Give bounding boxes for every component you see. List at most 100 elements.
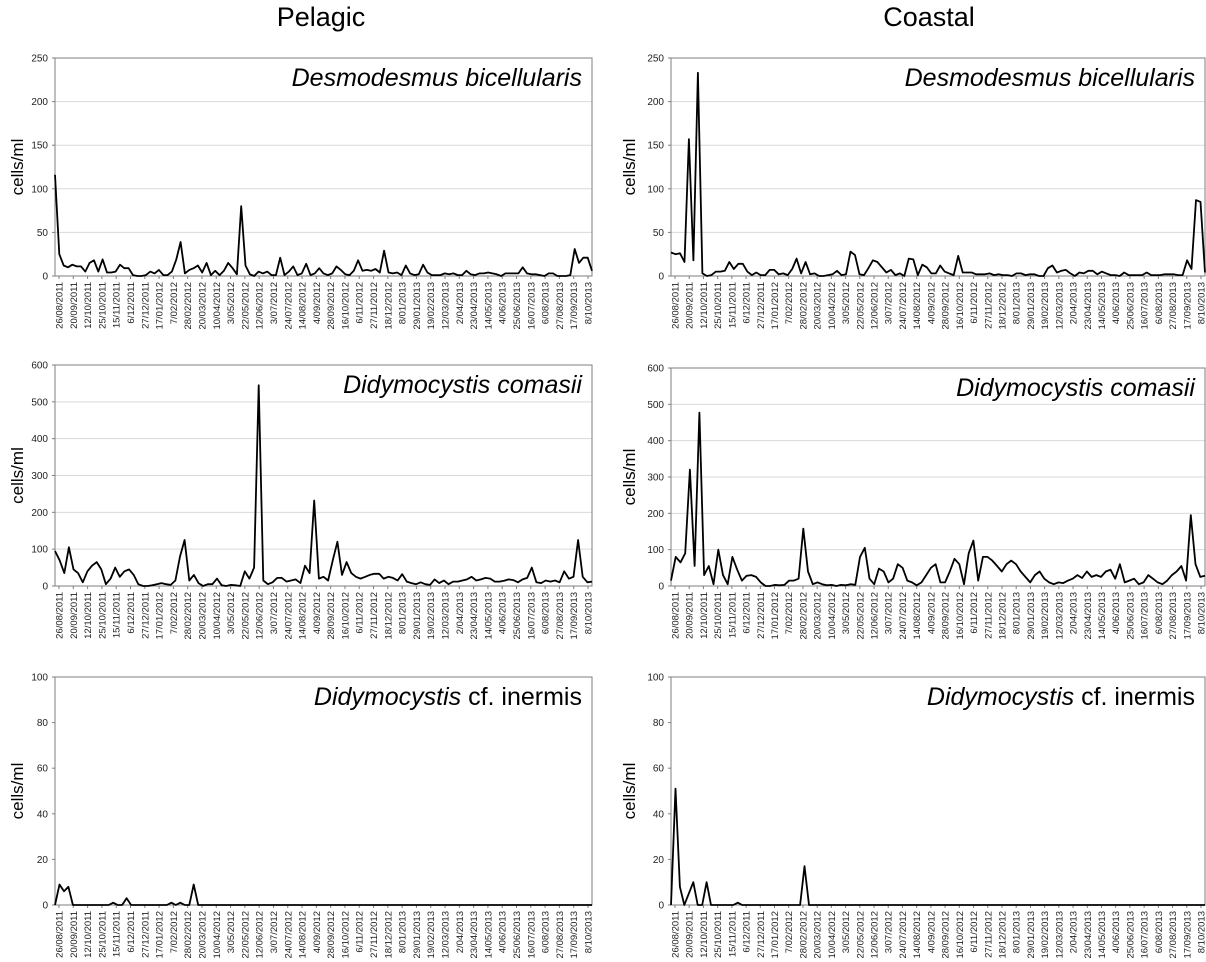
y-tick-label: 0 [658, 272, 664, 283]
x-tick-label: 8/01/2013 [1012, 592, 1023, 634]
y-tick-label: 250 [31, 54, 48, 65]
x-tick-label: 12/03/2013 [1054, 282, 1065, 330]
y-tick-label: 300 [31, 471, 48, 482]
y-tick-label: 200 [647, 509, 664, 520]
x-tick-label: 29/01/2013 [412, 911, 423, 959]
plot-area [54, 57, 593, 277]
x-tick-label: 4/09/2012 [312, 282, 323, 324]
x-tick-label: 2/04/2013 [455, 911, 466, 953]
x-tick-label: 28/09/2012 [941, 282, 952, 330]
x-tick-label: 12/06/2012 [870, 282, 881, 330]
x-tick-label: 17/09/2013 [1182, 282, 1193, 330]
x-tick-label: 28/02/2012 [183, 592, 194, 640]
x-tick-label: 27/12/2011 [756, 911, 767, 958]
x-tick-label: 6/12/2011 [742, 911, 753, 953]
y-tick-label: 500 [31, 397, 48, 408]
x-tick-label: 25/10/2011 [97, 911, 108, 958]
x-tick-label: 19/02/2013 [426, 282, 437, 330]
x-tick-label: 6/12/2011 [126, 592, 137, 634]
x-tick-label: 3/05/2012 [226, 282, 237, 324]
x-tick-label: 4/06/2013 [1111, 592, 1122, 634]
x-tick-label: 23/04/2013 [469, 592, 480, 640]
x-tick-label: 12/06/2012 [255, 911, 266, 959]
x-tick-label: 3/07/2012 [884, 592, 895, 634]
series-line [54, 384, 593, 587]
y-tick-label: 100 [647, 184, 664, 195]
series-line [670, 411, 1206, 587]
species-name-italic: Didymocystis comasii [956, 374, 1196, 402]
y-tick-label: 200 [31, 97, 48, 108]
x-tick-label: 22/05/2012 [240, 911, 251, 959]
x-tick-label: 14/05/2013 [1097, 592, 1108, 640]
x-tick-label: 25/10/2011 [97, 282, 108, 329]
x-tick-label: 27/11/2012 [369, 282, 380, 329]
x-tick-label: 6/12/2011 [742, 282, 753, 324]
plot-area [670, 676, 1206, 906]
x-tick-label: 14/08/2012 [912, 282, 923, 330]
x-tick-label: 27/12/2011 [756, 592, 767, 639]
x-tick-label: 8/10/2013 [584, 282, 595, 324]
x-tick-label: 20/03/2012 [197, 911, 208, 959]
x-tick-label: 8/01/2013 [1012, 282, 1023, 324]
chart-panel-pelagic-3: 0 20 40 60 80 100 26/08/2011 20/09/2011 12/10/20… [8, 673, 595, 959]
column-title-pelagic: Pelagic [276, 2, 366, 32]
x-tick-label: 26/08/2011 [55, 911, 66, 958]
x-tick-label: 16/07/2013 [1140, 592, 1151, 640]
x-tick-label: 16/07/2013 [526, 592, 537, 640]
y-tick-label: 0 [42, 272, 48, 283]
y-tick-label: 80 [37, 718, 49, 729]
x-tick-label: 27/11/2012 [983, 592, 994, 639]
x-tick-label: 25/10/2011 [713, 282, 724, 329]
x-tick-label: 15/11/2011 [112, 282, 123, 328]
x-tick-label: 6/08/2013 [541, 592, 552, 634]
series-line [670, 787, 1205, 906]
y-tick-label: 0 [658, 901, 664, 912]
x-tick-label: 25/10/2011 [713, 592, 724, 639]
x-tick-label: 17/01/2012 [155, 592, 166, 640]
x-tick-label: 2/04/2013 [1069, 911, 1080, 953]
species-label: Didymocystis comasii [343, 371, 583, 399]
y-tick-label: 40 [653, 809, 665, 820]
x-tick-label: 2/04/2013 [1069, 282, 1080, 324]
x-tick-label: 12/10/2011 [699, 282, 710, 329]
x-tick-label: 14/05/2013 [1097, 911, 1108, 959]
x-tick-label: 12/10/2011 [83, 282, 94, 329]
x-tick-label: 14/08/2012 [298, 282, 309, 330]
x-tick-label: 25/06/2013 [1125, 282, 1136, 330]
species-label: Didymocystis comasii [956, 374, 1196, 402]
x-tick-label: 7/02/2012 [169, 911, 180, 953]
x-tick-label: 3/05/2012 [226, 592, 237, 634]
y-tick-label: 150 [31, 141, 48, 152]
x-tick-label: 28/09/2012 [326, 282, 337, 330]
x-tick-label: 7/02/2012 [784, 282, 795, 324]
x-tick-label: 28/02/2012 [798, 282, 809, 330]
y-tick-label: 250 [647, 54, 664, 65]
x-tick-label: 2/04/2013 [1069, 592, 1080, 634]
x-tick-label: 26/08/2011 [671, 911, 682, 958]
y-axis-label: cells/ml [620, 449, 639, 506]
x-tick-label: 6/11/2012 [355, 282, 366, 324]
x-tick-label: 28/09/2012 [941, 911, 952, 959]
y-tick-label: 300 [647, 473, 664, 484]
x-tick-label: 16/10/2012 [955, 282, 966, 330]
x-tick-label: 12/03/2013 [441, 592, 452, 640]
x-tick-label: 14/05/2013 [483, 282, 494, 330]
x-tick-label: 6/11/2012 [969, 282, 980, 324]
x-tick-label: 15/11/2011 [112, 911, 123, 957]
x-tick-label: 24/07/2012 [283, 592, 294, 640]
y-axis-label: cells/ml [8, 447, 27, 504]
x-tick-label: 26/08/2011 [55, 592, 66, 639]
x-tick-label: 18/12/2012 [383, 282, 394, 330]
x-tick-label: 27/08/2013 [555, 911, 566, 959]
x-tick-label: 7/02/2012 [169, 592, 180, 634]
x-tick-label: 3/05/2012 [841, 911, 852, 953]
x-tick-label: 16/07/2013 [526, 282, 537, 330]
x-tick-label: 20/09/2011 [685, 911, 696, 958]
x-tick-label: 3/05/2012 [841, 592, 852, 634]
x-tick-label: 18/12/2012 [383, 911, 394, 959]
x-tick-label: 15/11/2011 [112, 592, 123, 638]
x-tick-label: 16/07/2013 [1140, 282, 1151, 330]
x-tick-label: 8/01/2013 [398, 592, 409, 634]
y-tick-label: 40 [37, 809, 49, 820]
x-tick-label: 10/04/2012 [827, 282, 838, 330]
